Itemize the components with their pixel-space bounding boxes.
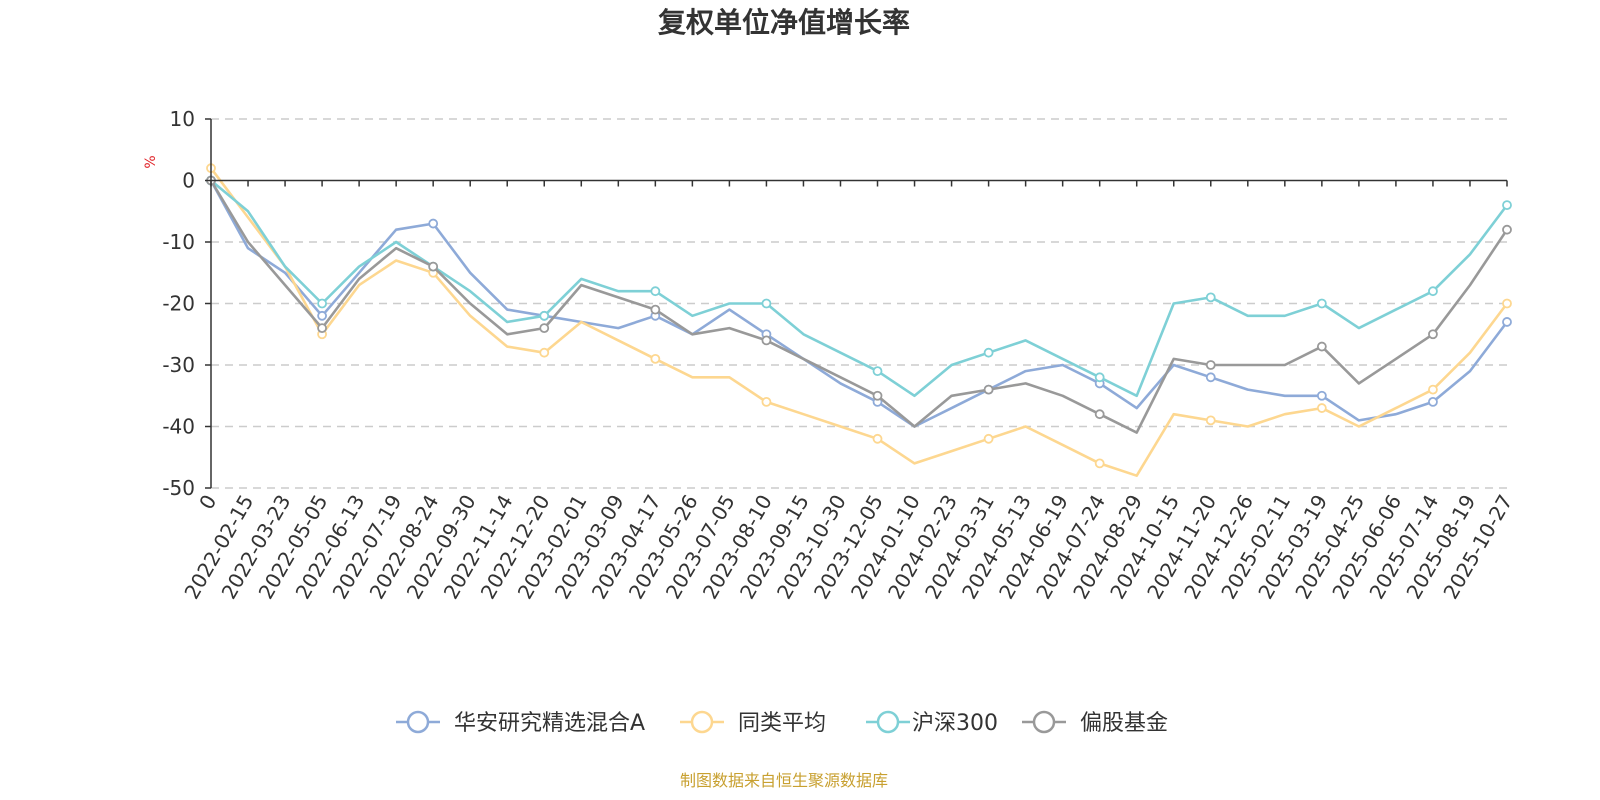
data-point bbox=[1316, 403, 1327, 413]
legend-label: 华安研究精选混合A bbox=[454, 711, 645, 736]
data-source-note: 制图数据来自恒生聚源数据库 bbox=[680, 771, 888, 790]
series-line bbox=[209, 179, 1509, 428]
series-lines bbox=[206, 163, 1512, 478]
legend-label: 沪深300 bbox=[912, 711, 998, 736]
data-point bbox=[872, 390, 883, 401]
data-point bbox=[317, 310, 327, 321]
legend-item[interactable]: 偏股基金 bbox=[1022, 710, 1168, 736]
axes bbox=[205, 118, 1508, 489]
data-point bbox=[539, 310, 550, 321]
y-tick-label: -30 bbox=[162, 353, 195, 377]
data-point bbox=[983, 347, 994, 358]
data-point bbox=[1205, 415, 1216, 426]
y-tick-labels: 10 0 -10 -20 -30 -40 -50 bbox=[162, 107, 195, 500]
data-point bbox=[1428, 396, 1438, 407]
series-2 bbox=[206, 175, 1512, 398]
data-point bbox=[1205, 372, 1216, 383]
chart-title: 复权单位净值增长率 bbox=[658, 6, 910, 39]
data-point bbox=[1502, 224, 1512, 235]
data-point bbox=[539, 323, 550, 334]
data-point bbox=[1205, 360, 1216, 370]
series-line bbox=[209, 166, 1509, 478]
data-point bbox=[1428, 286, 1438, 297]
data-point bbox=[1428, 329, 1438, 340]
data-point bbox=[761, 298, 772, 309]
data-point bbox=[1316, 390, 1327, 401]
series-0 bbox=[206, 175, 1512, 428]
legend-marker bbox=[1032, 710, 1056, 734]
y-tick-label: 0 bbox=[182, 169, 195, 193]
data-point bbox=[317, 298, 327, 309]
y-tick-label: -10 bbox=[162, 230, 195, 254]
y-tick-label: 10 bbox=[170, 107, 195, 131]
legend[interactable]: 华安研究精选混合A 同类平均 沪深300 偏股基金 bbox=[396, 710, 1168, 736]
legend-item[interactable]: 华安研究精选混合A bbox=[396, 710, 645, 736]
data-point bbox=[1316, 341, 1327, 352]
y-tick-label: -20 bbox=[162, 292, 195, 316]
data-point bbox=[1428, 384, 1438, 395]
data-point bbox=[428, 218, 439, 229]
data-point bbox=[317, 323, 327, 334]
data-point bbox=[1094, 372, 1105, 383]
y-tick-label: -50 bbox=[162, 476, 195, 500]
data-point bbox=[539, 347, 550, 358]
data-point bbox=[650, 304, 661, 315]
x-tick-labels: 02022-02-152022-03-232022-05-052022-06-1… bbox=[179, 491, 1517, 604]
y-axis-unit-label: % bbox=[143, 155, 159, 168]
series-1 bbox=[206, 163, 1512, 478]
data-point bbox=[650, 286, 661, 297]
legend-marker bbox=[690, 710, 714, 734]
legend-label: 偏股基金 bbox=[1080, 711, 1168, 736]
series-line bbox=[209, 179, 1509, 398]
data-point bbox=[1094, 458, 1105, 469]
data-point bbox=[1316, 298, 1327, 309]
legend-label: 同类平均 bbox=[738, 711, 826, 736]
data-point bbox=[1502, 200, 1512, 211]
legend-marker bbox=[406, 710, 430, 734]
data-point bbox=[983, 433, 994, 444]
data-point bbox=[1094, 409, 1105, 420]
data-point bbox=[872, 433, 883, 444]
data-point bbox=[428, 261, 439, 272]
legend-item[interactable]: 沪深300 bbox=[866, 710, 998, 736]
data-point bbox=[983, 384, 994, 395]
y-tick-label: -40 bbox=[162, 415, 195, 439]
data-point bbox=[1502, 298, 1512, 309]
data-point bbox=[761, 335, 772, 346]
data-point bbox=[761, 396, 772, 407]
series-line bbox=[209, 179, 1509, 434]
data-point bbox=[1502, 317, 1512, 327]
legend-item[interactable]: 同类平均 bbox=[680, 710, 826, 736]
data-point bbox=[872, 366, 883, 377]
grid-lines bbox=[211, 118, 1507, 489]
data-point bbox=[650, 353, 661, 364]
legend-marker bbox=[876, 710, 900, 734]
data-point bbox=[1205, 292, 1216, 303]
x-tick-label: 0 bbox=[194, 491, 221, 514]
